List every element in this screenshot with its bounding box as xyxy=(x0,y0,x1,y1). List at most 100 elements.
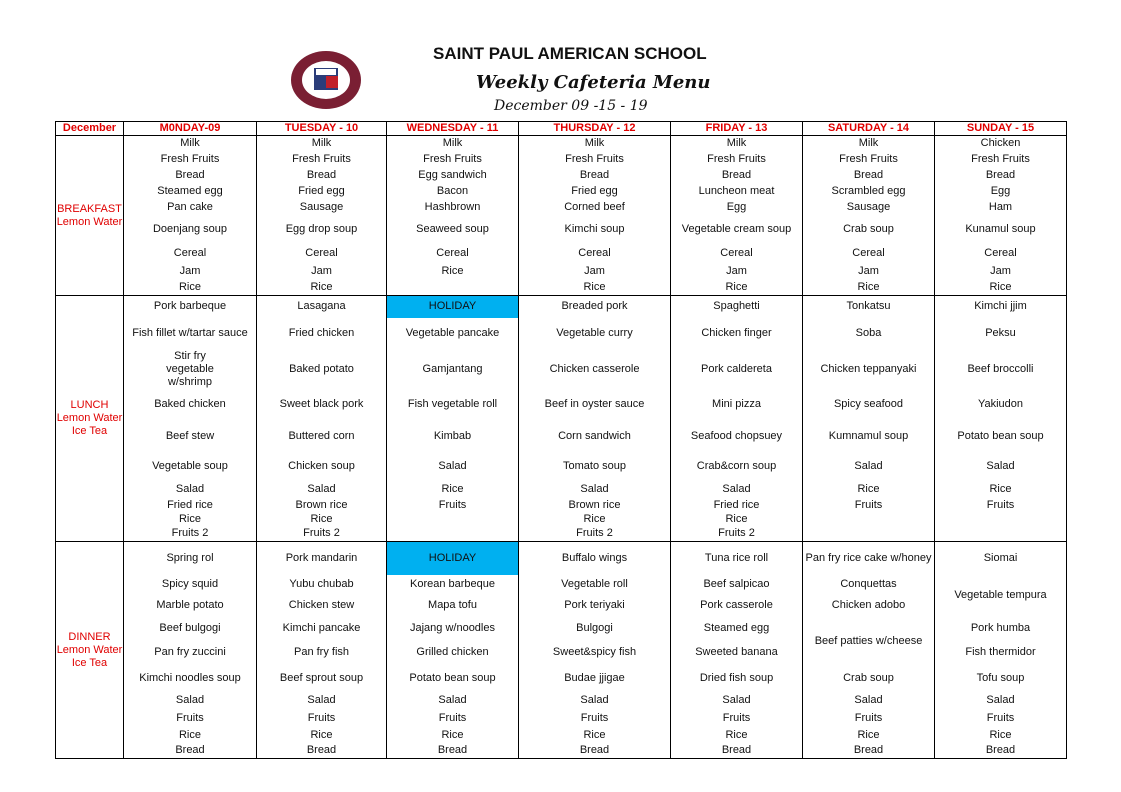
lunch-row: Baked chicken Sweet black pork Fish vegeta… xyxy=(56,388,1067,421)
day-header: WEDNESDAY - 11 xyxy=(386,121,519,136)
menu-item: Rice xyxy=(934,727,1067,744)
menu-item: Sweet&spicy fish xyxy=(518,639,671,666)
menu-item: Rice xyxy=(802,480,935,498)
menu-item: Hashbrown xyxy=(386,199,519,216)
menu-item: Cereal xyxy=(256,243,387,264)
menu-item: Soba xyxy=(802,317,935,350)
menu-item: Baked chicken xyxy=(123,388,257,421)
menu-item: Vegetable pancake xyxy=(386,317,519,350)
school-logo xyxy=(291,51,361,109)
menu-item: Yubu chubab xyxy=(256,574,387,594)
menu-item: Cereal xyxy=(802,243,935,264)
menu-item: Rice xyxy=(802,727,935,744)
menu-item: Rice xyxy=(518,512,671,527)
menu-item: Fruits 2 xyxy=(256,526,387,542)
menu-item: Salad xyxy=(518,691,671,710)
breakfast-row: Cereal Cereal Cereal Cereal Cereal Cereal Cere… xyxy=(56,243,1067,264)
menu-item: Siomai xyxy=(934,541,1067,575)
menu-item: Seafood chopsuey xyxy=(670,420,803,453)
dinner-row: Fruits Fruits Fruits Fruits Fruits Fruits Frui… xyxy=(56,709,1067,728)
menu-item: Salad xyxy=(386,452,519,481)
menu-item: Egg sandwich xyxy=(386,167,519,184)
menu-item: Cereal xyxy=(386,243,519,264)
menu-item: Vegetable curry xyxy=(518,317,671,350)
menu-item: Bread xyxy=(670,743,803,759)
lunch-row: Salad Salad Rice Salad Salad Rice Rice xyxy=(56,480,1067,498)
menu-item: Pork teriyaki xyxy=(518,593,671,617)
breakfast-row: BREAKFAST Lemon Water Milk Milk Milk Milk Mil… xyxy=(55,135,1067,296)
menu-item: Milk xyxy=(256,135,387,152)
menu-item: Beef in oyster sauce xyxy=(518,388,671,421)
menu-item: Cereal xyxy=(123,243,257,264)
menu-item: Bread xyxy=(934,167,1067,184)
menu-item: Jam xyxy=(256,263,387,280)
menu-item: Pan fry rice cake w/honey xyxy=(802,541,935,575)
menu-item: Fruits xyxy=(934,709,1067,728)
menu-item: Peksu xyxy=(934,317,1067,350)
menu-item: Mini pizza xyxy=(670,388,803,421)
menu-item: Korean barbeque xyxy=(386,574,519,594)
menu-item: Bread xyxy=(256,743,387,759)
menu-item: Beef sprout soup xyxy=(256,665,387,692)
menu-item: Fried egg xyxy=(518,183,671,200)
lunch-row: Fish fillet w/tartar sauce Fried chicken V… xyxy=(56,317,1067,350)
menu-item: Fruits xyxy=(518,709,671,728)
lunch-row: Beef stew Buttered corn Kimbab Corn sandwic… xyxy=(56,420,1067,453)
day-header: SUNDAY - 15 xyxy=(934,121,1067,136)
menu-item: Chicken casserole xyxy=(518,349,671,389)
menu-item xyxy=(934,526,1067,542)
menu-item: Pan fry zuccini xyxy=(123,639,257,666)
menu-item: Ham xyxy=(934,199,1067,216)
menu-item: Rice xyxy=(123,727,257,744)
menu-item: Corned beef xyxy=(518,199,671,216)
menu-item: Fruits xyxy=(256,709,387,728)
menu-item: Salad xyxy=(123,480,257,498)
menu-item: Seaweed soup xyxy=(386,215,519,244)
menu-item: Fresh Fruits xyxy=(386,151,519,168)
menu-item: Kumnamul soup xyxy=(802,420,935,453)
menu-item: Luncheon meat xyxy=(670,183,803,200)
menu-item: Fresh Fruits xyxy=(518,151,671,168)
menu-item: Fruits xyxy=(934,497,1067,513)
dinner-row: Kimchi noodles soup Beef sprout soup Potat… xyxy=(56,665,1067,692)
menu-item: Bread xyxy=(934,743,1067,759)
menu-item: Bread xyxy=(802,167,935,184)
menu-item: Jam xyxy=(670,263,803,280)
menu-item: Cereal xyxy=(518,243,671,264)
menu-item: Tofu soup xyxy=(934,665,1067,692)
menu-item: Fish thermidor xyxy=(934,639,1067,666)
dinner-row: Rice Rice Rice Rice Rice Rice Rice xyxy=(56,727,1067,744)
menu-item: Potato bean soup xyxy=(934,420,1067,453)
menu-item: Cereal xyxy=(670,243,803,264)
menu-item: Salad xyxy=(670,691,803,710)
menu-item: Vegetable roll xyxy=(518,574,671,594)
menu-item: Bread xyxy=(518,167,671,184)
menu-item: Rice xyxy=(386,263,519,280)
menu-item: Fruits 2 xyxy=(123,526,257,542)
menu-dates: December 09 -15 - 19 xyxy=(494,98,648,114)
menu-item: Rice xyxy=(386,480,519,498)
menu-item: Tomato soup xyxy=(518,452,671,481)
menu-item: Beef salpicao xyxy=(670,574,803,594)
menu-item: Fruits xyxy=(123,709,257,728)
menu-item: Beef broccolli xyxy=(934,349,1067,389)
dinner-row: Salad Salad Salad Salad Salad Salad Salad xyxy=(56,691,1067,710)
menu-item: Sweet black pork xyxy=(256,388,387,421)
menu-item: Salad xyxy=(386,691,519,710)
menu-item: Fresh Fruits xyxy=(123,151,257,168)
menu-item: Bacon xyxy=(386,183,519,200)
lunch-row: Fruits 2 Fruits 2 Fruits 2 Fruits 2 xyxy=(56,526,1067,542)
dinner-row: Bread Bread Bread Bread Bread Bread Bread xyxy=(56,743,1067,759)
menu-item: Pork mandarin xyxy=(256,541,387,575)
dinner-row: Spicy squid Yubu chubab Korean barbeque Veg… xyxy=(56,574,1067,617)
menu-item: Fried chicken xyxy=(256,317,387,350)
day-header: M0NDAY-09 xyxy=(123,121,257,136)
menu-item: Jam xyxy=(934,263,1067,280)
dinner-row: Pan fry zuccini Pan fry fish Grilled chick… xyxy=(56,639,1067,666)
menu-item: Rice xyxy=(670,279,803,296)
menu-item: Brown rice xyxy=(518,497,671,513)
menu-item: Bread xyxy=(256,167,387,184)
menu-item: Milk xyxy=(518,135,671,152)
menu-item: Rice xyxy=(670,727,803,744)
breakfast-label: BREAKFAST Lemon Water xyxy=(55,135,124,296)
